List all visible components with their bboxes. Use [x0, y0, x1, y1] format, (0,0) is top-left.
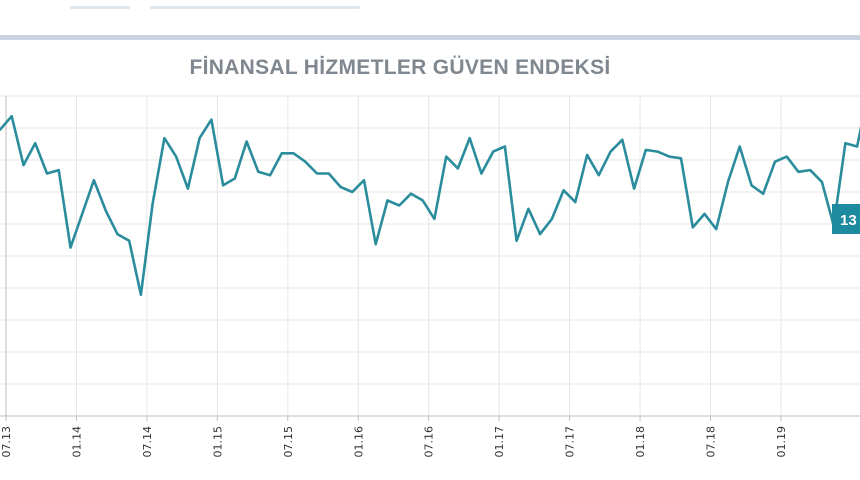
top-band-mark [70, 6, 130, 9]
x-tick-label: 01.15 [211, 426, 224, 458]
x-axis-ticks: 07.13 01.14 07.14 01.15 07.15 01.16 07.16 01.17… [0, 416, 788, 458]
callout: 13 [832, 204, 860, 234]
top-band [0, 0, 860, 34]
x-tick-label: 07.17 [564, 426, 577, 458]
x-tick-label: 01.17 [493, 426, 506, 458]
x-tick-label: 01.16 [352, 426, 365, 458]
x-tick-label: 07.15 [282, 426, 295, 458]
x-tick-label: 01.19 [775, 426, 788, 458]
chart-title: FİNANSAL HİZMETLER GÜVEN ENDEKSİ [189, 56, 611, 79]
series-group [0, 114, 860, 296]
x-tick-label: 07.18 [705, 426, 718, 458]
callout-box [832, 204, 860, 234]
x-tick-label: 07.13 [0, 426, 13, 458]
top-band-mark [150, 6, 360, 9]
x-tick-label: 01.14 [70, 426, 83, 458]
grid [0, 95, 860, 417]
top-divider [0, 35, 860, 40]
x-tick-label: 01.18 [634, 426, 647, 458]
axes [0, 96, 860, 417]
callout-label: 13 [840, 212, 857, 229]
x-tick-label: 07.16 [423, 426, 436, 458]
series-line [0, 114, 860, 296]
x-tick-label: 07.14 [141, 426, 154, 458]
